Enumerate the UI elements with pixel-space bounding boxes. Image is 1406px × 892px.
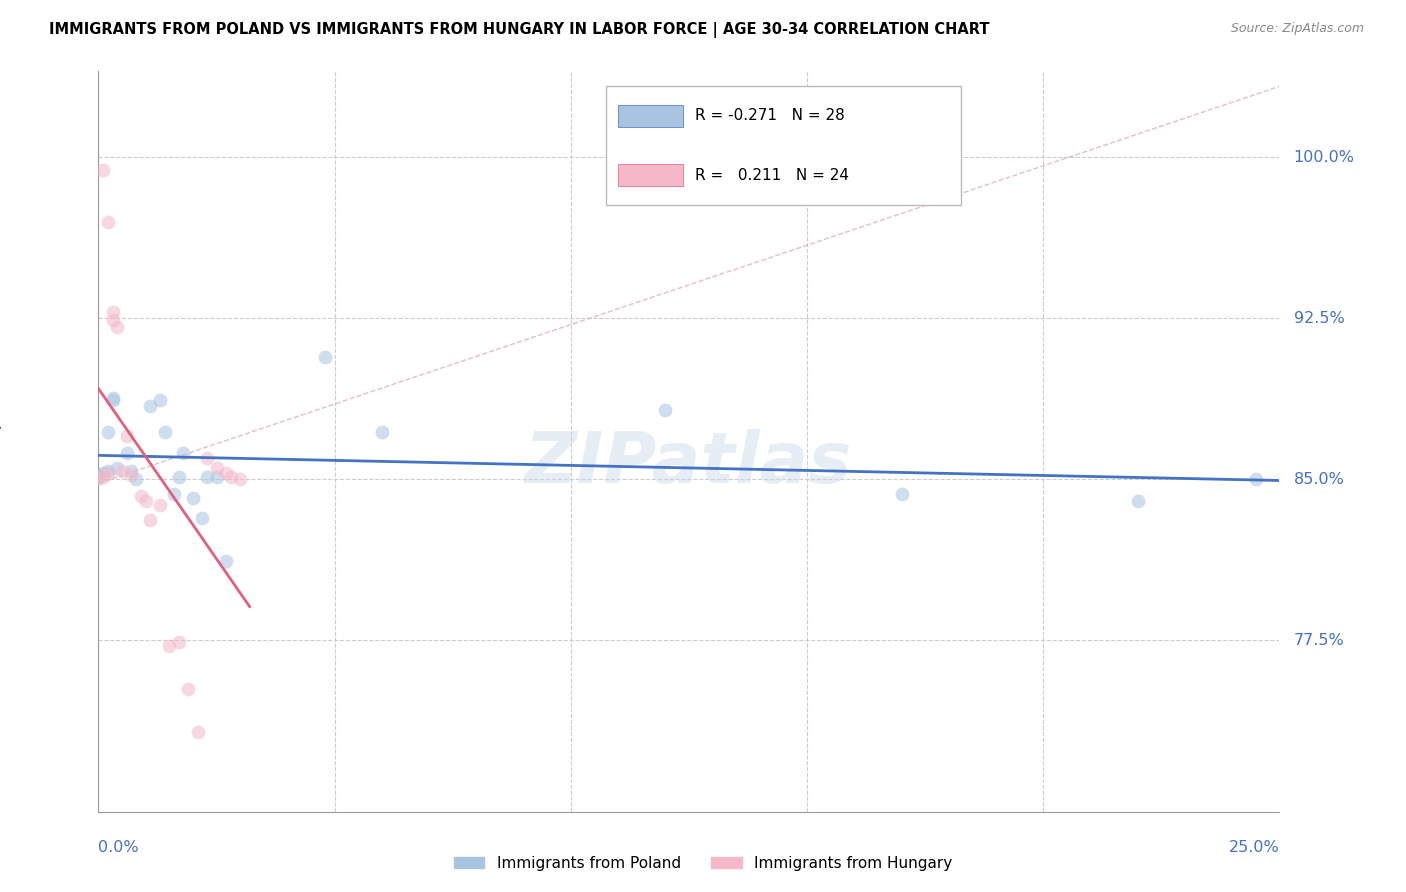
Point: [121, 467, 143, 482]
Point: [125, 472, 148, 486]
Point: [314, 350, 336, 364]
Point: [91, 163, 114, 178]
Bar: [619, 164, 683, 186]
Text: 85.0%: 85.0%: [1294, 472, 1344, 487]
Point: [101, 313, 124, 327]
Point: [1126, 493, 1149, 508]
Point: [181, 491, 204, 506]
Point: [87, 467, 110, 482]
Point: [219, 470, 242, 484]
Point: [87, 472, 110, 486]
Point: [115, 429, 138, 443]
Point: [1244, 472, 1267, 486]
Text: R =   0.211   N = 24: R = 0.211 N = 24: [695, 168, 849, 183]
Point: [139, 513, 162, 527]
Point: [97, 214, 120, 228]
Point: [91, 466, 114, 480]
Point: [129, 489, 152, 503]
Point: [205, 461, 228, 475]
Point: [105, 319, 128, 334]
Point: [139, 399, 162, 413]
Point: [371, 425, 394, 439]
Point: [163, 487, 186, 501]
Point: [215, 466, 238, 480]
Point: [191, 510, 214, 524]
Point: [890, 487, 912, 501]
Text: IMMIGRANTS FROM POLAND VS IMMIGRANTS FROM HUNGARY IN LABOR FORCE | AGE 30-34 COR: IMMIGRANTS FROM POLAND VS IMMIGRANTS FRO…: [49, 22, 990, 38]
Text: In Labor Force | Age 30-34: In Labor Force | Age 30-34: [0, 340, 3, 543]
Point: [105, 461, 128, 475]
Point: [195, 450, 218, 465]
Legend: Immigrants from Poland, Immigrants from Hungary: Immigrants from Poland, Immigrants from …: [447, 850, 959, 877]
Text: ZIPatlas: ZIPatlas: [526, 429, 852, 499]
Bar: [619, 104, 683, 127]
Point: [101, 391, 124, 405]
Point: [115, 446, 138, 460]
FancyBboxPatch shape: [606, 87, 960, 204]
Point: [121, 463, 143, 477]
Point: [195, 470, 218, 484]
Point: [229, 472, 252, 486]
Text: 0.0%: 0.0%: [98, 839, 139, 855]
Text: 77.5%: 77.5%: [1294, 632, 1344, 648]
Text: R = -0.271   N = 28: R = -0.271 N = 28: [695, 108, 845, 123]
Point: [97, 466, 120, 480]
Point: [215, 554, 238, 568]
Point: [97, 425, 120, 439]
Point: [101, 304, 124, 318]
Point: [157, 640, 180, 654]
Text: 100.0%: 100.0%: [1294, 150, 1354, 165]
Text: 25.0%: 25.0%: [1229, 839, 1279, 855]
Point: [101, 392, 124, 407]
Point: [97, 463, 120, 477]
Point: [149, 392, 172, 407]
Point: [205, 470, 228, 484]
Text: 92.5%: 92.5%: [1294, 310, 1344, 326]
Point: [91, 470, 114, 484]
Point: [167, 470, 190, 484]
Point: [153, 425, 176, 439]
Point: [177, 682, 200, 697]
Text: Source: ZipAtlas.com: Source: ZipAtlas.com: [1230, 22, 1364, 36]
Point: [149, 498, 172, 512]
Point: [87, 470, 110, 484]
Point: [187, 725, 209, 739]
Point: [654, 403, 676, 417]
Point: [135, 493, 157, 508]
Point: [167, 635, 190, 649]
Point: [111, 463, 134, 477]
Point: [172, 446, 194, 460]
